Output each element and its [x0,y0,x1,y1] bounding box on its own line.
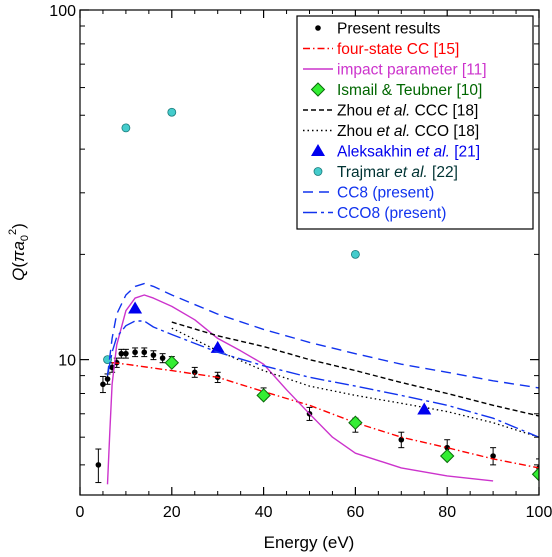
data-point-aleksakhin [210,340,225,353]
legend-label-cco8: CCO8 (present) [337,205,446,222]
legend-label-zhouccc: Zhou et al. CCC [18] [337,103,478,120]
data-point-ismail [256,388,271,403]
legend-marker-trajmar [313,167,323,176]
legend-label-impact: impact parameter [11] [337,62,487,79]
data-point-trajmar [121,123,131,133]
data-point-aleksakhin [128,301,143,314]
data-point-present [159,355,166,361]
data-point-present [104,376,111,382]
legend-marker-ismail [310,82,326,97]
data-point-present [141,349,148,356]
x-axis-label: Energy (eV) [264,533,355,552]
data-point-aleksakhin [417,402,432,415]
series-cco8 [106,320,539,438]
data-point-present [95,462,102,468]
data-point-trajmar [350,249,360,259]
axis-layer: 0 20 40 60 80 100 10 100 [49,3,552,521]
y-axis-label-text: Q(πa02) [7,223,31,281]
legend-label-aleksakhin: Aleksakhin et al. [21] [337,144,480,161]
series-ismail [164,355,539,482]
x-tick-label: 100 [526,504,552,521]
legend-label-cc8: CC8 (present) [337,185,434,202]
series-layer [95,107,539,485]
series-aleksakhin [128,301,432,415]
legend-label-trajmar: Trajmar et al. [22] [337,164,458,181]
series-line-zhouccc [171,321,539,417]
series-cc8 [106,282,539,389]
data-point-present [100,381,106,388]
data-point-trajmar [167,107,177,117]
legend-marker-present [315,25,321,31]
data-point-present [118,350,125,357]
data-point-present [444,444,451,451]
legend: Present results four-state CC [15] impact … [296,15,534,230]
data-point-ismail [439,448,455,464]
legend-label-zhouccc2: Zhou et al. CCO [18] [337,123,479,140]
x-tick-label: 0 [76,504,85,521]
y-tick-label: 100 [49,3,76,20]
legend-label-present: Present results [337,21,441,38]
legend-marker-aleksakhin [311,144,325,156]
x-tick-label: 40 [255,504,273,521]
y-axis-label: Q(πa02) [7,223,31,281]
series-line-cco8 [106,320,539,438]
data-point-present [398,436,405,443]
series-present [95,347,539,484]
data-point-present [490,453,496,459]
legend-label-ismail: Ismail & Teubner [10] [337,82,482,99]
data-point-present [150,352,157,358]
data-point-ismail [164,355,180,370]
series-line-cc8 [106,282,539,389]
data-point-ismail [531,467,539,482]
series-impact [106,294,494,485]
y-tick-label: 10 [58,353,76,370]
data-point-ismail [348,415,363,430]
data-point-present [123,350,129,357]
series-fourstate [112,362,539,469]
series-line-fourstate [112,362,539,469]
x-tick-label: 20 [163,504,181,521]
series-zhouccc [171,321,539,417]
data-point-present [191,369,198,376]
series-line-impact [106,294,494,485]
legend-label-fourstate: four-state CC [15] [337,41,459,58]
x-tick-label: 80 [438,504,456,521]
data-point-present [132,349,138,356]
x-tick-label: 60 [347,504,365,521]
legend-box [296,15,534,230]
